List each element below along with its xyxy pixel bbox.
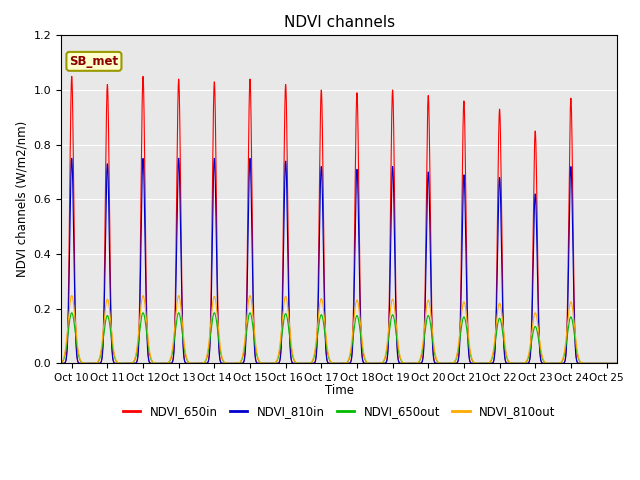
Text: SB_met: SB_met (69, 55, 118, 68)
Title: NDVI channels: NDVI channels (284, 15, 395, 30)
Legend: NDVI_650in, NDVI_810in, NDVI_650out, NDVI_810out: NDVI_650in, NDVI_810in, NDVI_650out, NDV… (118, 401, 561, 423)
X-axis label: Time: Time (324, 384, 354, 397)
Y-axis label: NDVI channels (W/m2/nm): NDVI channels (W/m2/nm) (15, 121, 28, 277)
